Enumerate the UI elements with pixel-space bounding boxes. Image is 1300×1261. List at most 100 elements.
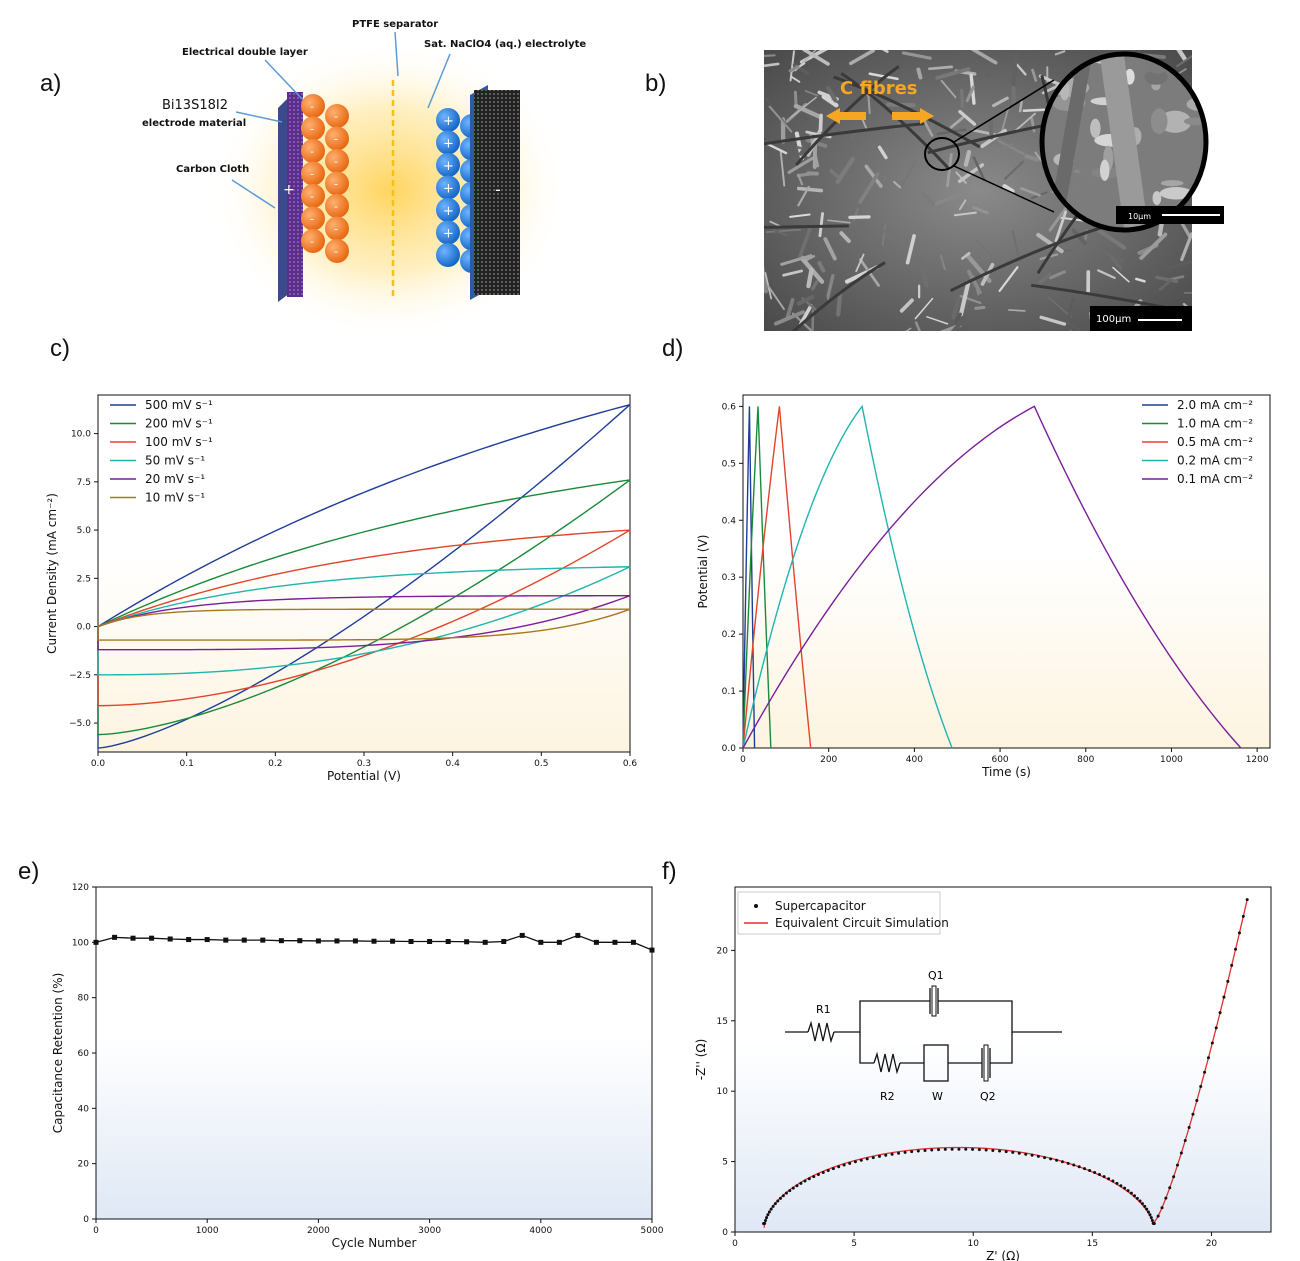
ion-minus: - — [310, 213, 314, 226]
orange-ion — [301, 161, 325, 186]
sem-crystal — [974, 305, 986, 310]
retention-point — [408, 939, 414, 945]
sem-crystal — [972, 156, 986, 181]
sem-crystal — [960, 88, 965, 108]
legend-label: 200 mV s⁻¹ — [145, 417, 213, 431]
ion-plus: + — [443, 182, 454, 197]
panel-letter-d: d) — [662, 335, 684, 362]
sem-crystal — [796, 294, 815, 306]
legend-label: 0.2 mA cm⁻² — [1177, 454, 1253, 468]
supercapacitor-schematic: + - - - - - - - - - - - - - - + + + + + + - Electrical dou… — [142, 19, 586, 340]
x-tick-label: 200 — [820, 755, 837, 765]
measured-point — [837, 1165, 841, 1169]
measured-point — [903, 1150, 907, 1154]
legend-label: 10 mV s⁻¹ — [145, 491, 205, 505]
measured-point — [1218, 1011, 1222, 1015]
sem-crystal — [858, 172, 880, 204]
measured-point — [1146, 1210, 1150, 1214]
retention-point — [149, 935, 155, 941]
sem-crystal — [782, 269, 803, 277]
inset-grain — [1152, 191, 1162, 206]
sem-crystal — [953, 312, 962, 325]
sem-crystal — [829, 169, 841, 179]
retention-point — [130, 935, 136, 941]
sem-crystal — [1020, 187, 1041, 197]
sem-crystal — [1000, 106, 1010, 133]
sem-crystal — [966, 269, 982, 295]
sem-crystal — [971, 128, 1000, 137]
ion-minus: - — [310, 145, 314, 158]
label-carbon-cloth: Carbon Cloth — [176, 164, 249, 175]
measured-point — [831, 1167, 835, 1171]
measured-point — [1017, 1151, 1021, 1155]
orange-ion — [301, 94, 325, 118]
measured-point — [1164, 1196, 1168, 1200]
ion-minus: - — [310, 190, 314, 203]
sem-crystal — [839, 231, 851, 244]
measured-point — [1107, 1177, 1111, 1181]
measured-point — [1030, 1153, 1034, 1157]
measured-point — [1148, 1213, 1152, 1217]
orange-ion — [325, 194, 349, 218]
x-tick-label: 2000 — [307, 1226, 330, 1236]
y-tick-label: 0 — [722, 1228, 728, 1238]
measured-point — [784, 1191, 788, 1195]
measured-point — [977, 1148, 981, 1152]
x-tick-label: 1000 — [196, 1226, 219, 1236]
measured-point — [859, 1158, 863, 1162]
sem-crystal — [1176, 50, 1188, 62]
cv-series-4 — [97, 594, 631, 651]
inset-grain — [1158, 110, 1192, 133]
sem-crystal — [922, 118, 934, 137]
measured-point — [1183, 1138, 1187, 1142]
measured-point — [807, 1177, 811, 1181]
inset-grain — [1099, 159, 1110, 181]
y-tick-label: 5 — [722, 1158, 728, 1168]
measured-point — [1226, 979, 1230, 983]
left-electrode-material — [287, 92, 303, 297]
x-axis-label: Z' (Ω) — [986, 1249, 1020, 1261]
fibre-arrow-right — [892, 108, 934, 124]
sem-crystal — [1011, 230, 1021, 264]
sem-crystal — [765, 228, 802, 233]
measured-point — [1024, 1152, 1028, 1156]
measured-point — [1072, 1163, 1076, 1167]
sem-crystal — [961, 251, 971, 260]
measured-point — [1093, 1170, 1097, 1174]
plot-area — [98, 395, 630, 752]
sem-crystal — [1002, 184, 1015, 194]
sem-crystal — [780, 254, 813, 266]
sem-crystal — [870, 210, 891, 240]
y-tick-label: 100 — [72, 938, 89, 948]
orange-ion — [301, 184, 325, 208]
measured-point — [923, 1148, 927, 1152]
y-tick-label: 0.3 — [722, 573, 736, 583]
magnify-line-bottom — [953, 165, 1055, 213]
measured-point — [1049, 1157, 1053, 1161]
inset-grain — [1144, 69, 1168, 85]
retention-point — [167, 936, 173, 942]
orange-ion — [325, 149, 349, 173]
sem-crystal — [953, 211, 977, 217]
sem-crystal — [892, 180, 902, 189]
measured-point — [1230, 963, 1234, 967]
measured-point — [848, 1161, 852, 1165]
measured-point — [1123, 1186, 1127, 1190]
retention-point — [260, 937, 266, 943]
sem-crystal — [848, 215, 871, 220]
retention-point — [556, 939, 562, 945]
retention-point — [575, 932, 581, 938]
panel-letter-c: c) — [50, 335, 70, 362]
legend-label: 100 mV s⁻¹ — [145, 435, 213, 449]
sem-crystal — [818, 212, 824, 238]
sem-crystal — [1004, 160, 1025, 180]
retention-point — [112, 934, 118, 940]
legend-box — [737, 891, 941, 935]
sem-crystal — [1194, 316, 1195, 339]
sem-crystal — [1048, 205, 1068, 232]
blue-ion — [436, 108, 460, 132]
retention-point — [278, 938, 284, 944]
y-tick-label: 0.0 — [722, 744, 737, 754]
measured-point — [1179, 1151, 1183, 1155]
measured-point — [1126, 1189, 1130, 1193]
